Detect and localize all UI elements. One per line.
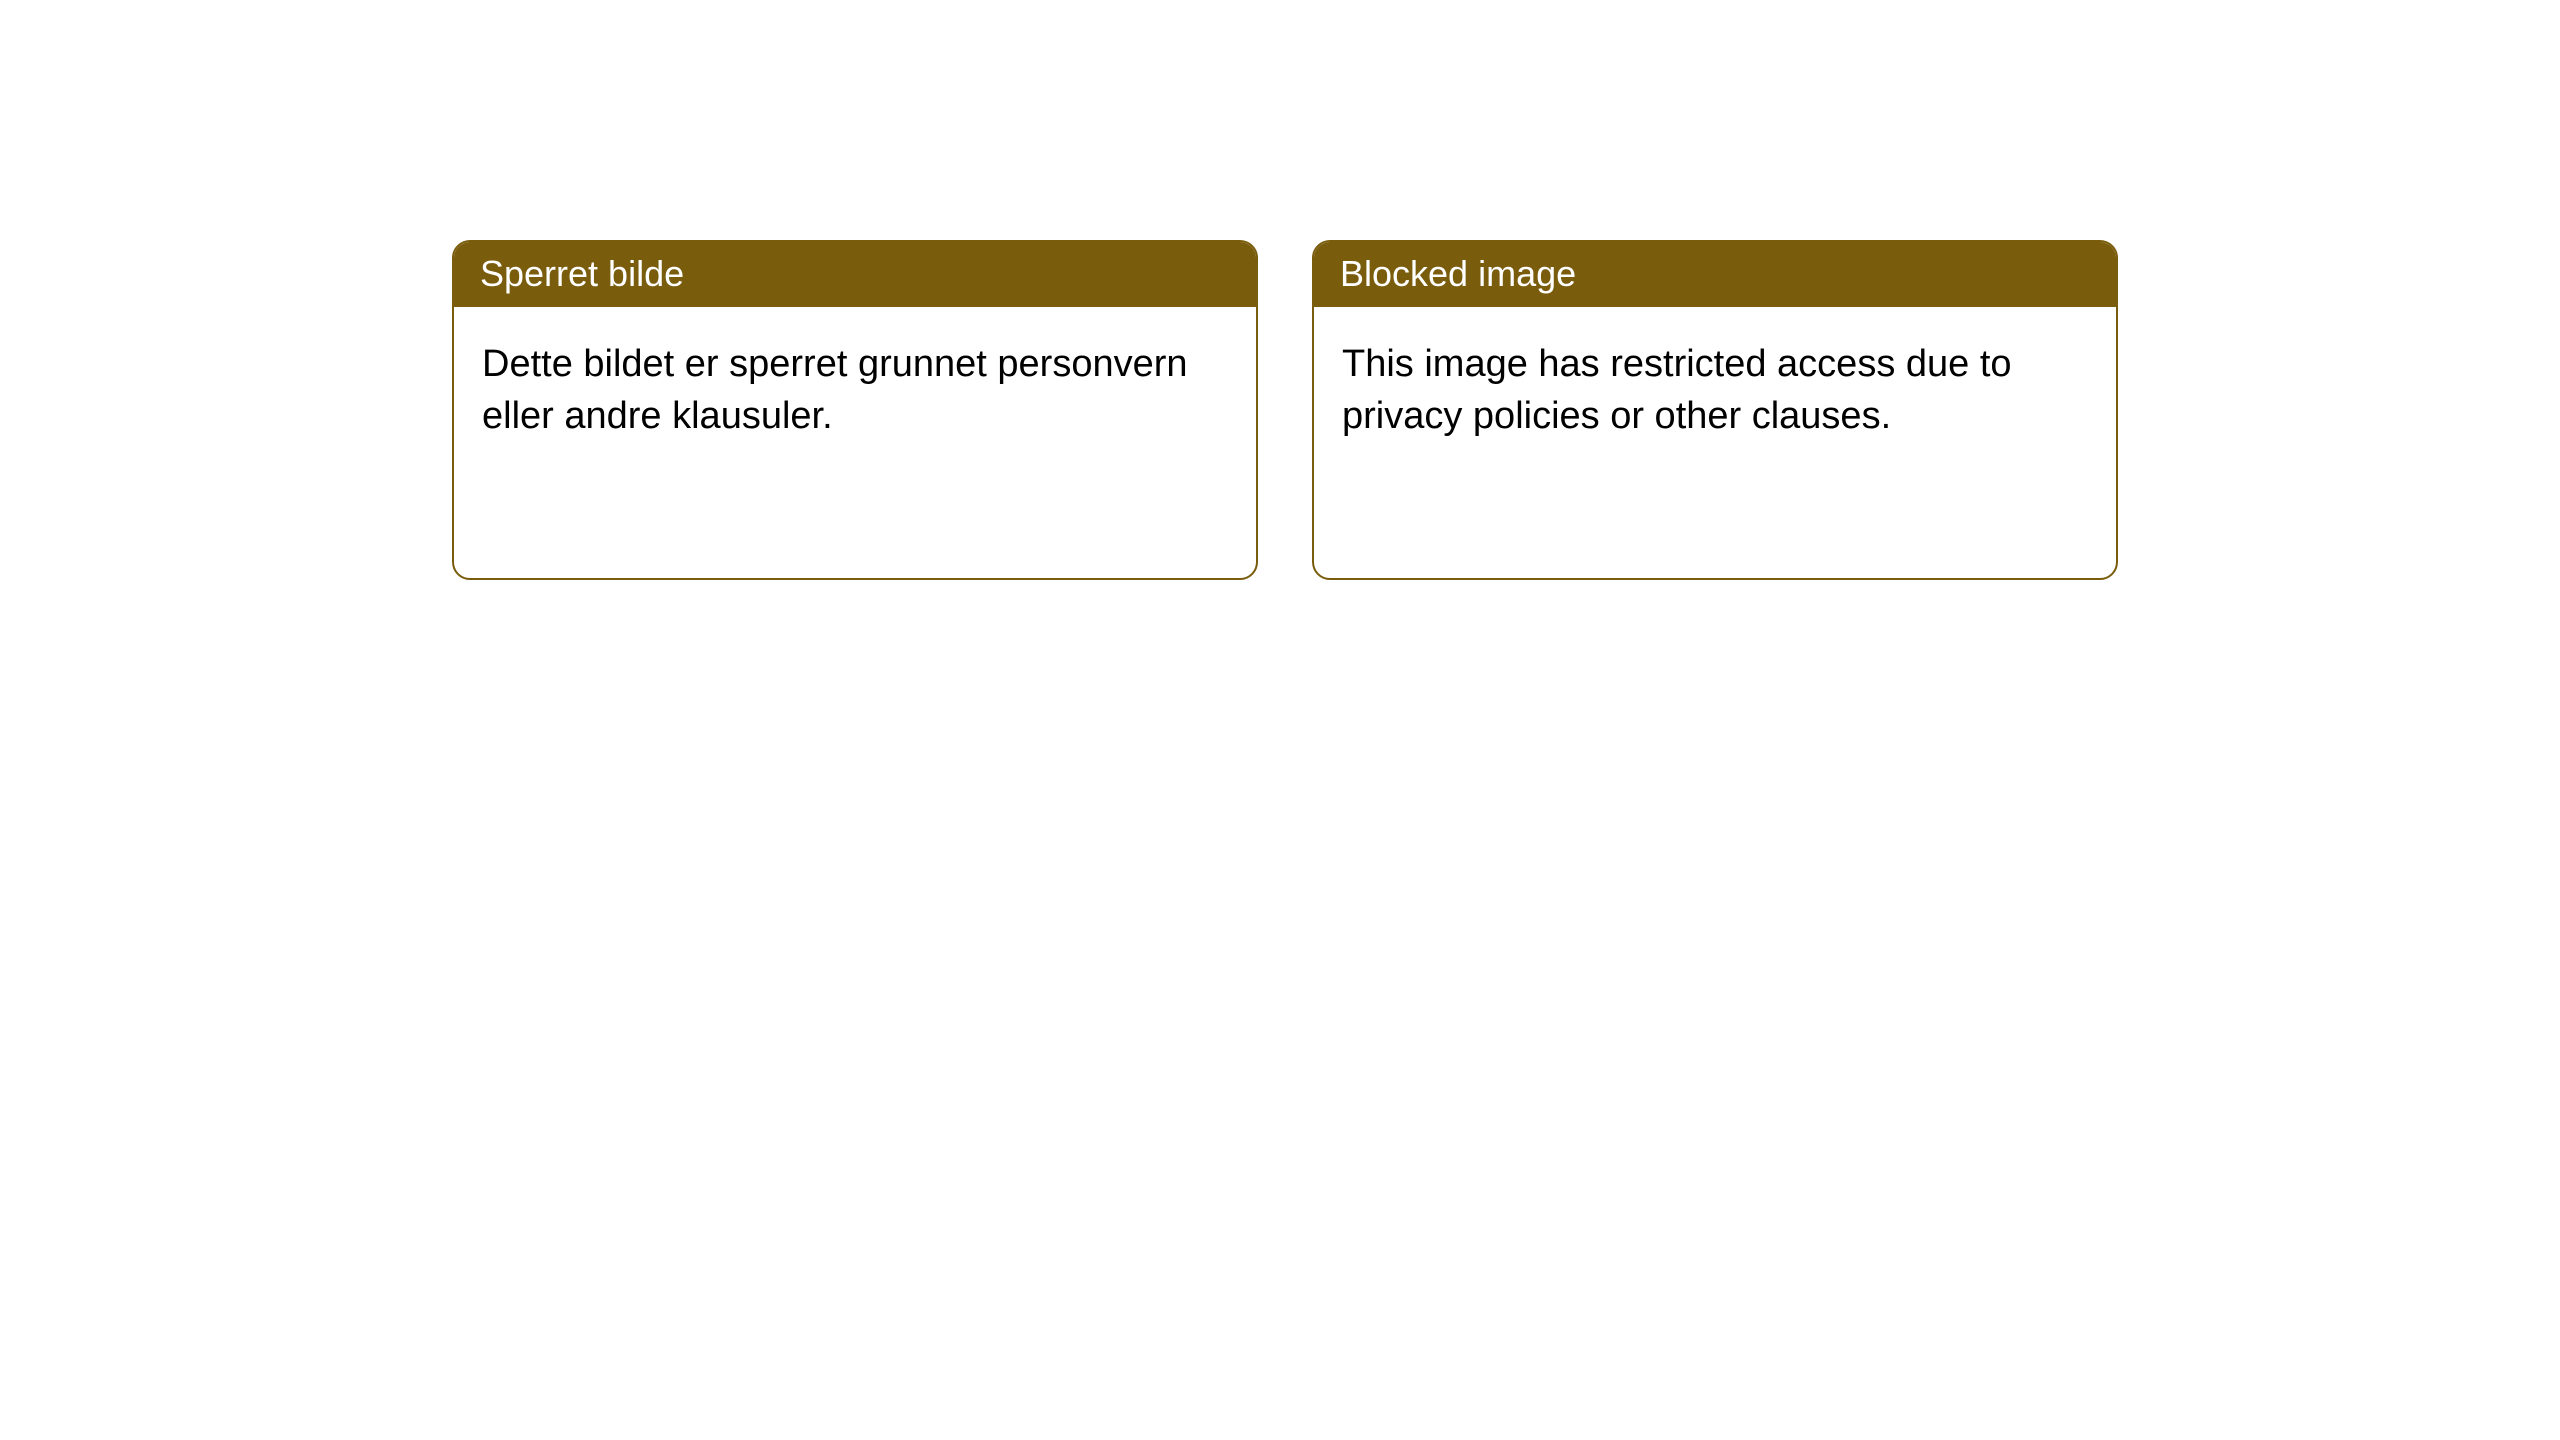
notice-title: Sperret bilde [454, 242, 1256, 307]
notice-container: Sperret bilde Dette bildet er sperret gr… [0, 0, 2560, 580]
notice-body: Dette bildet er sperret grunnet personve… [454, 307, 1256, 474]
notice-body: This image has restricted access due to … [1314, 307, 2116, 474]
notice-title: Blocked image [1314, 242, 2116, 307]
notice-card-norwegian: Sperret bilde Dette bildet er sperret gr… [452, 240, 1258, 580]
notice-card-english: Blocked image This image has restricted … [1312, 240, 2118, 580]
